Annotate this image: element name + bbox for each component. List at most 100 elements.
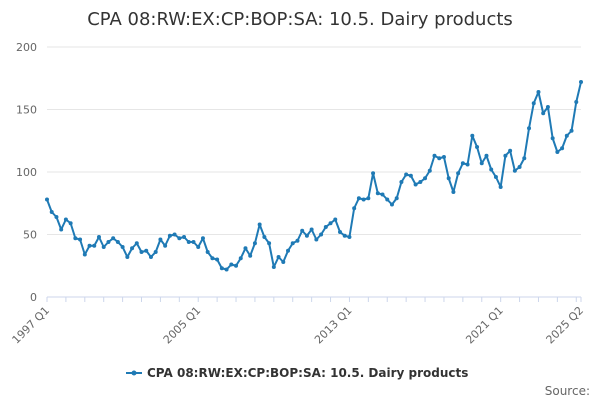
- data-point[interactable]: [550, 136, 555, 141]
- data-point[interactable]: [144, 248, 149, 253]
- data-point[interactable]: [531, 101, 536, 106]
- data-point[interactable]: [106, 240, 111, 244]
- data-point[interactable]: [134, 241, 139, 246]
- data-point[interactable]: [493, 175, 498, 179]
- data-point[interactable]: [267, 241, 272, 246]
- data-point[interactable]: [569, 128, 574, 133]
- data-point[interactable]: [63, 217, 68, 222]
- data-point[interactable]: [352, 206, 357, 211]
- data-point[interactable]: [210, 256, 215, 261]
- data-point[interactable]: [323, 225, 328, 229]
- data-point[interactable]: [319, 232, 324, 237]
- data-point[interactable]: [101, 245, 106, 249]
- data-point[interactable]: [234, 263, 239, 268]
- data-point[interactable]: [408, 173, 413, 178]
- data-point[interactable]: [527, 126, 532, 131]
- data-point[interactable]: [215, 257, 220, 262]
- data-point[interactable]: [564, 133, 569, 138]
- data-point[interactable]: [172, 232, 177, 237]
- data-point[interactable]: [130, 246, 135, 251]
- data-point[interactable]: [82, 252, 87, 257]
- data-point[interactable]: [186, 240, 191, 244]
- data-point[interactable]: [366, 196, 371, 201]
- data-point[interactable]: [120, 245, 125, 249]
- data-point[interactable]: [167, 233, 172, 238]
- data-point[interactable]: [309, 227, 314, 232]
- data-point[interactable]: [92, 243, 97, 248]
- data-point[interactable]: [356, 196, 361, 201]
- data-point[interactable]: [503, 153, 508, 158]
- data-point[interactable]: [536, 90, 541, 94]
- data-point[interactable]: [139, 250, 144, 254]
- data-point[interactable]: [484, 153, 489, 158]
- data-point[interactable]: [295, 238, 300, 243]
- data-point[interactable]: [541, 111, 546, 116]
- data-point[interactable]: [78, 237, 83, 242]
- data-point[interactable]: [276, 255, 281, 259]
- data-point[interactable]: [59, 227, 64, 232]
- data-point[interactable]: [281, 260, 286, 264]
- data-point[interactable]: [333, 217, 338, 222]
- data-point[interactable]: [182, 235, 187, 239]
- data-point[interactable]: [196, 245, 201, 249]
- data-point[interactable]: [423, 176, 428, 181]
- data-point[interactable]: [286, 248, 291, 253]
- data-point[interactable]: [68, 221, 73, 226]
- data-point[interactable]: [560, 146, 565, 151]
- data-point[interactable]: [248, 253, 253, 258]
- data-point[interactable]: [394, 196, 399, 201]
- data-point[interactable]: [73, 236, 78, 241]
- data-point[interactable]: [508, 148, 513, 153]
- data-point[interactable]: [229, 262, 234, 267]
- data-point[interactable]: [300, 228, 305, 233]
- data-point[interactable]: [262, 235, 267, 239]
- data-point[interactable]: [342, 233, 347, 238]
- data-point[interactable]: [399, 180, 404, 184]
- data-point[interactable]: [96, 235, 101, 239]
- data-point[interactable]: [87, 243, 92, 248]
- data-point[interactable]: [545, 105, 550, 109]
- data-point[interactable]: [432, 153, 437, 158]
- data-point[interactable]: [200, 236, 205, 241]
- data-point[interactable]: [413, 182, 418, 187]
- data-point[interactable]: [479, 161, 484, 166]
- data-point[interactable]: [153, 250, 158, 254]
- data-point[interactable]: [522, 156, 527, 161]
- data-point[interactable]: [512, 168, 517, 173]
- data-point[interactable]: [517, 165, 522, 169]
- data-point[interactable]: [460, 161, 465, 166]
- data-point[interactable]: [446, 176, 451, 181]
- data-point[interactable]: [437, 156, 442, 161]
- data-point[interactable]: [574, 100, 579, 104]
- data-point[interactable]: [148, 255, 153, 259]
- data-point[interactable]: [177, 236, 182, 241]
- data-point[interactable]: [451, 190, 456, 194]
- data-point[interactable]: [271, 265, 276, 269]
- data-point[interactable]: [427, 168, 432, 173]
- data-point[interactable]: [465, 162, 470, 167]
- data-point[interactable]: [337, 230, 342, 234]
- data-point[interactable]: [238, 256, 243, 261]
- legend[interactable]: CPA 08:RW:EX:CP:BOP:SA: 10.5. Dairy prod…: [126, 366, 468, 380]
- data-point[interactable]: [489, 167, 494, 172]
- data-point[interactable]: [49, 210, 54, 214]
- data-point[interactable]: [158, 237, 163, 242]
- data-point[interactable]: [115, 240, 120, 244]
- data-point[interactable]: [111, 236, 116, 241]
- data-point[interactable]: [418, 180, 423, 184]
- data-point[interactable]: [252, 241, 257, 246]
- data-point[interactable]: [475, 145, 480, 149]
- data-point[interactable]: [191, 240, 196, 244]
- data-point[interactable]: [404, 172, 409, 177]
- data-point[interactable]: [163, 243, 168, 248]
- data-point[interactable]: [54, 215, 59, 219]
- data-point[interactable]: [304, 233, 309, 238]
- data-point[interactable]: [361, 197, 366, 202]
- data-point[interactable]: [224, 267, 229, 272]
- data-point[interactable]: [371, 171, 376, 176]
- data-point[interactable]: [219, 266, 224, 271]
- data-point[interactable]: [257, 222, 262, 227]
- data-point[interactable]: [456, 171, 461, 176]
- data-point[interactable]: [555, 150, 560, 154]
- data-point[interactable]: [125, 255, 130, 259]
